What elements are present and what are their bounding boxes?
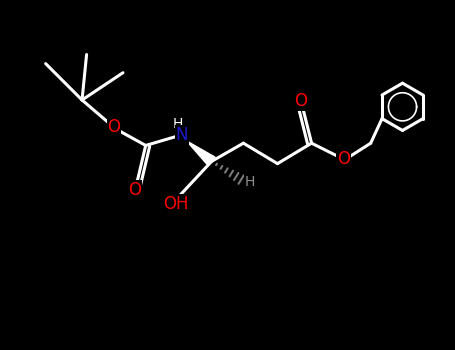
Text: O: O — [337, 150, 350, 168]
Text: N: N — [176, 126, 188, 144]
Text: O: O — [107, 118, 121, 136]
Text: H: H — [172, 117, 183, 131]
Text: O: O — [294, 92, 307, 110]
Polygon shape — [187, 141, 215, 166]
Text: H: H — [245, 175, 255, 189]
Text: OH: OH — [163, 195, 189, 213]
Text: O: O — [128, 181, 141, 198]
